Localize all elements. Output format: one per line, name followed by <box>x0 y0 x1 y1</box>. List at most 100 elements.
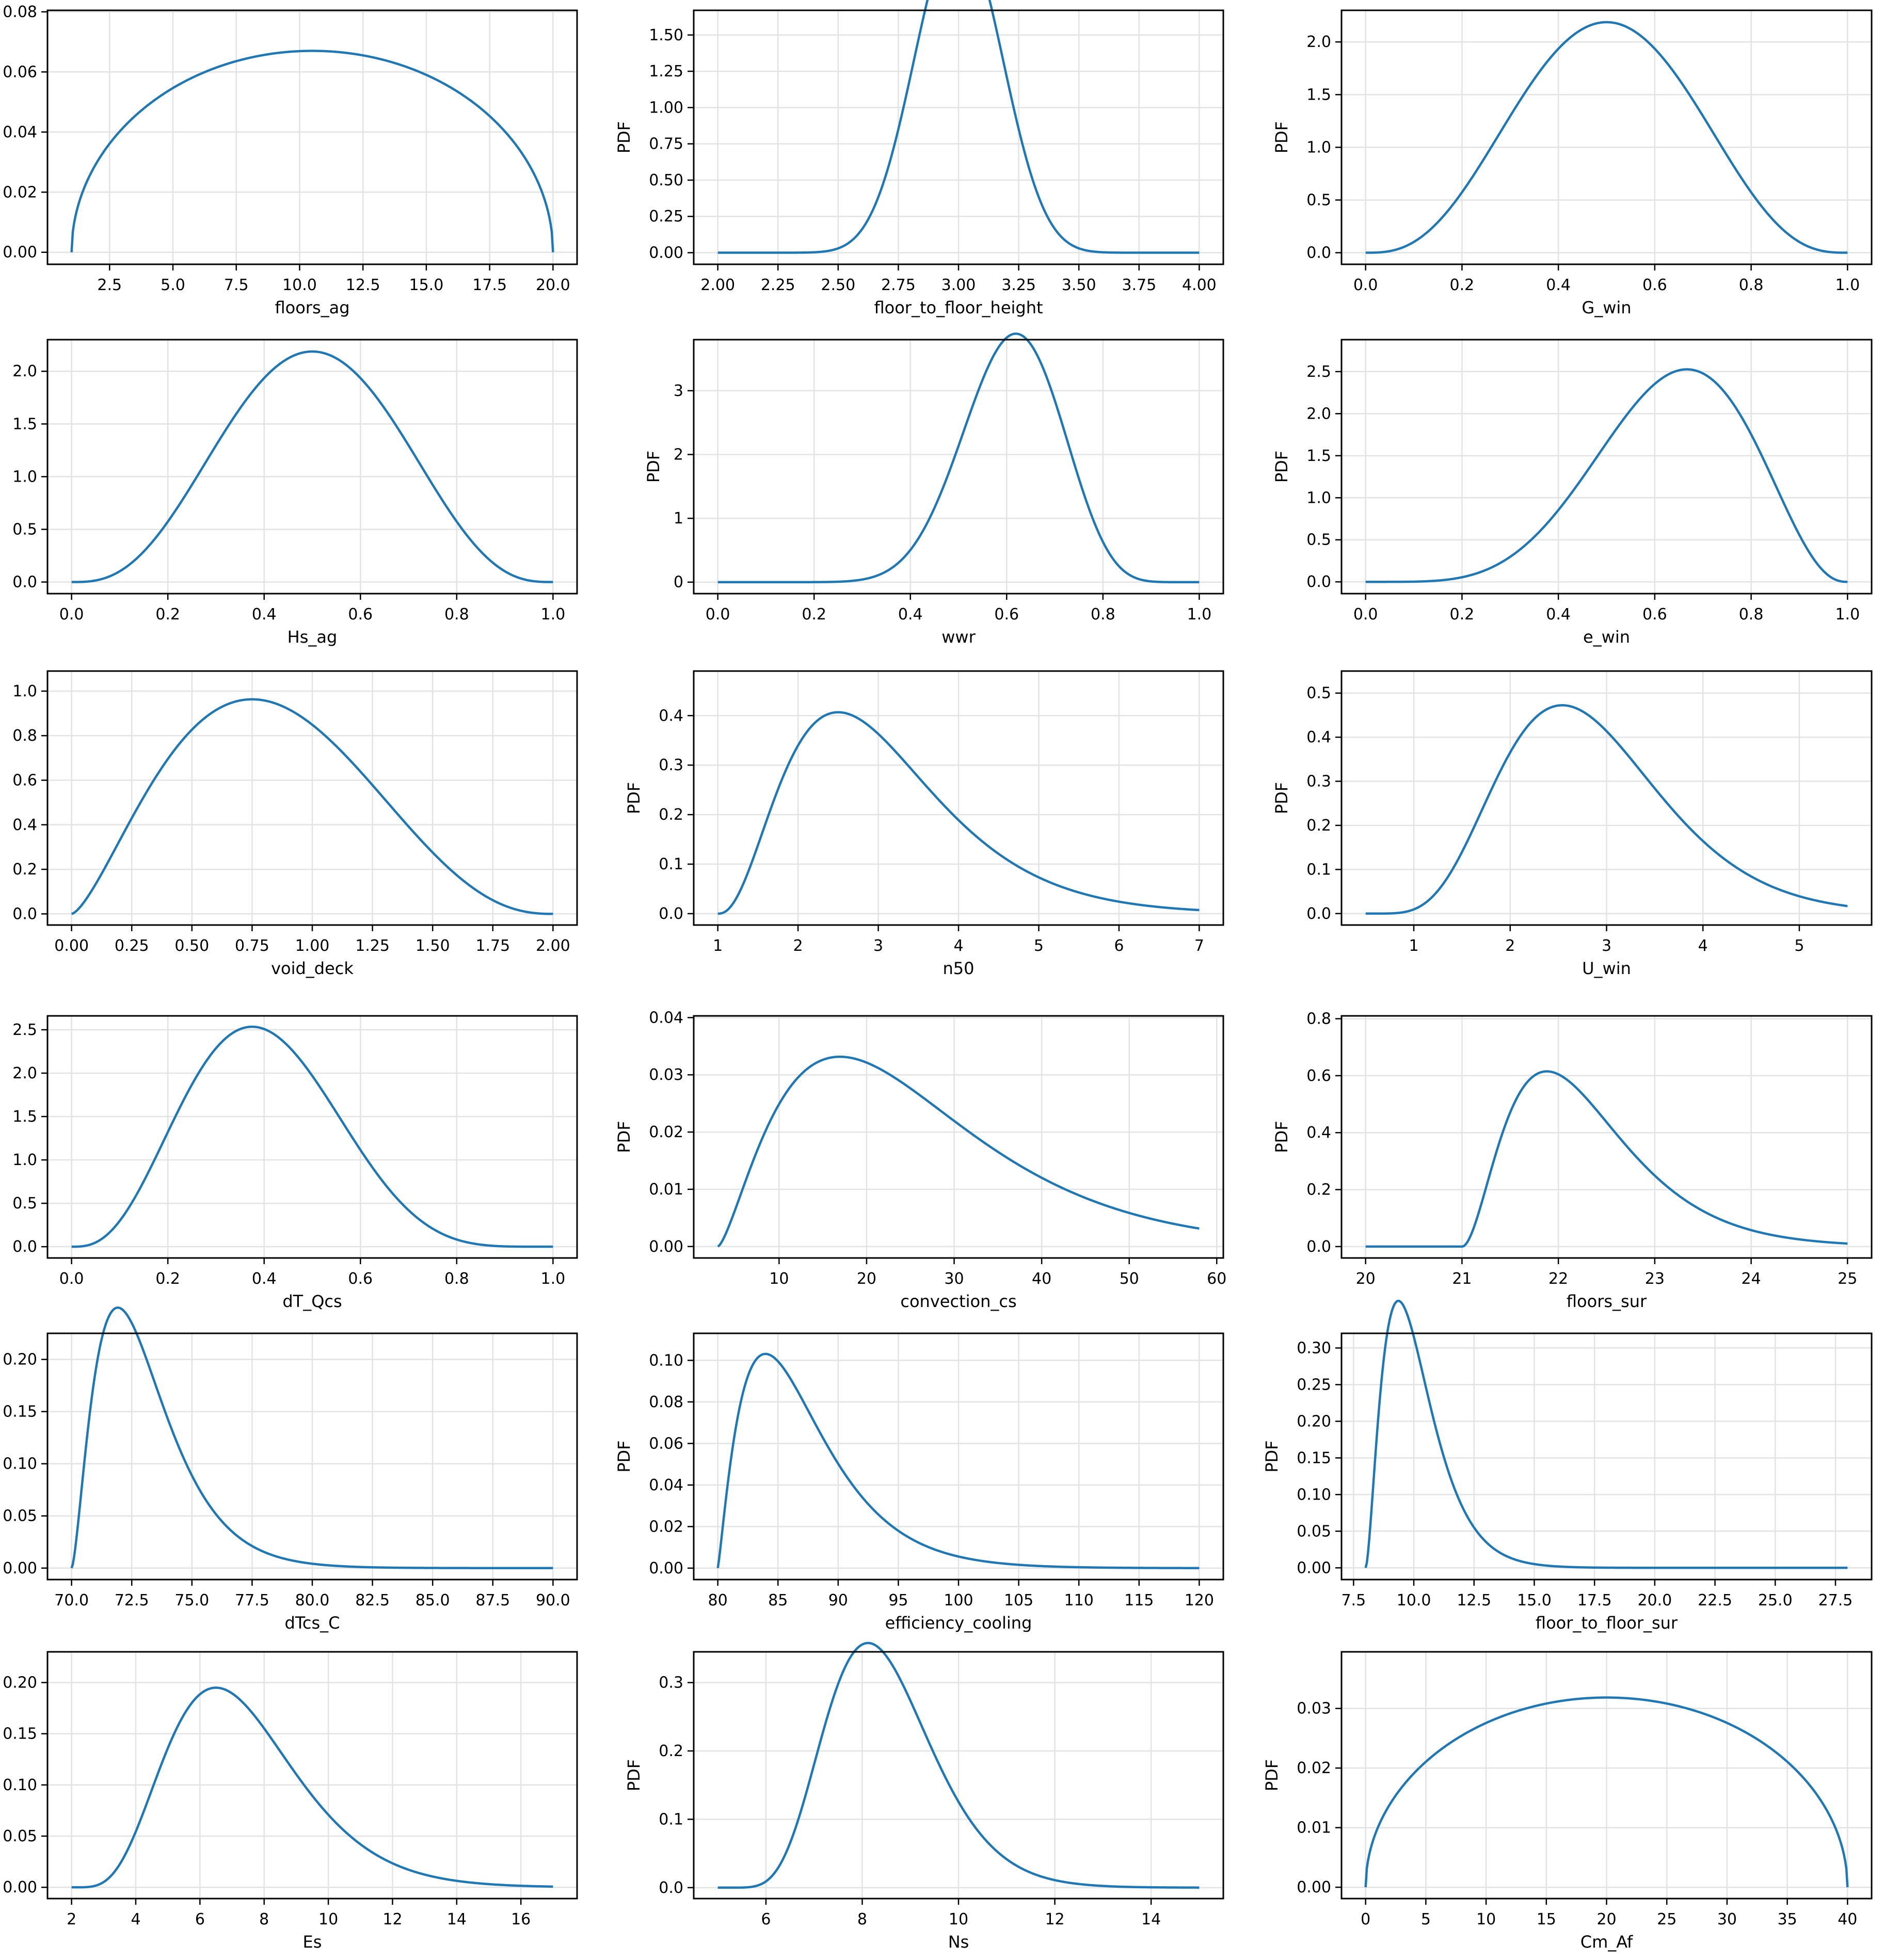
subplot-n50: 1 2 3 4 5 6 7 0.0 0.1 0.2 0.3 0.4 n50 PDF <box>624 670 1224 978</box>
pdf-curve <box>71 1686 553 1889</box>
x-tick-label: 1.0 <box>1835 276 1860 294</box>
x-tick-label: 0.8 <box>1739 605 1764 624</box>
subplot-e_win: 0.0 0.2 0.4 0.6 0.8 1.0 0.0 0.5 1.0 1.5 2.0 2.5 e_wi… <box>1272 339 1873 647</box>
x-tick-label: 17.5 <box>472 276 507 294</box>
x-tick-label: 10.0 <box>1397 1591 1431 1610</box>
subplot-Ns: 6 8 10 12 14 0.0 0.1 0.2 0.3 Ns PDF <box>624 1642 1224 1952</box>
y-tick-label: 0.00 <box>1297 1559 1331 1577</box>
pdf-curve <box>1365 704 1848 915</box>
y-tick-label: 0.5 <box>1306 531 1331 549</box>
x-tick-label: 0.8 <box>444 605 469 624</box>
x-tick-label: 80 <box>708 1591 728 1610</box>
x-tick-label: 5.0 <box>161 276 185 294</box>
x-tick-label: 20.0 <box>536 276 570 294</box>
x-tick-label: 0.0 <box>706 605 730 624</box>
y-tick-label: 0.0 <box>1306 573 1331 591</box>
subplot-G_win: 0.0 0.2 0.4 0.6 0.8 1.0 0.0 0.5 1.0 1.5 2.0 G_win PD… <box>1272 9 1873 317</box>
x-tick-label: 20.0 <box>1637 1591 1672 1610</box>
y-axis-label: PDF <box>1272 121 1291 153</box>
x-tick-label: 4 <box>953 937 963 955</box>
subplot-floors_sur: 20 21 22 23 24 25 0.0 0.2 0.4 0.6 0.8 floors_sur PDF <box>1272 1010 1873 1311</box>
y-tick-label: 1.5 <box>1306 86 1331 104</box>
y-tick-label: 0.4 <box>12 816 37 834</box>
plot-frame <box>1340 339 1873 595</box>
pdf-curve <box>717 332 1200 583</box>
x-tick-label: 10 <box>949 1910 968 1929</box>
x-tick-label: 16 <box>511 1910 531 1929</box>
x-tick-label: 0 <box>1361 1910 1370 1929</box>
grid <box>694 10 1223 264</box>
x-tick-label: 82.5 <box>355 1591 390 1610</box>
x-tick-label: 24 <box>1741 1270 1761 1288</box>
y-tick-label: 0.00 <box>649 1559 683 1577</box>
y-tick-label: 0.06 <box>3 63 37 81</box>
x-tick-label: 2.00 <box>700 276 735 294</box>
x-tick-label: 2.25 <box>761 276 795 294</box>
y-tick-label: 0.0 <box>659 905 683 923</box>
x-axis-label: wwr <box>941 627 976 647</box>
y-tick-label: 0.2 <box>1306 817 1331 835</box>
grid <box>47 671 577 925</box>
pdf-curve <box>1365 368 1848 583</box>
y-tick-label: 0.00 <box>3 244 37 262</box>
x-tick-label: 35 <box>1778 1910 1797 1929</box>
pdf-curve <box>71 698 553 915</box>
y-axis-label: PDF <box>1262 1759 1282 1791</box>
x-tick-label: 0.4 <box>252 605 277 624</box>
pdf-curve <box>71 350 553 583</box>
grid <box>1342 671 1872 925</box>
y-tick-label: 0.04 <box>649 1009 683 1027</box>
grid <box>47 1652 577 1899</box>
x-tick-label: 0.2 <box>1450 605 1475 624</box>
subplot-dTcs_C: 70.0 72.5 75.0 77.5 80.0 82.5 85.0 87.5 90.0 0.00… <box>3 1306 578 1633</box>
x-tick-label: 85 <box>768 1591 788 1610</box>
x-tick-label: 1.0 <box>1187 605 1212 624</box>
x-axis-label: dT_Qcs <box>282 1292 342 1311</box>
x-tick-label: 2 <box>1505 937 1515 955</box>
y-tick-label: 1.0 <box>12 1151 37 1169</box>
plot-frame <box>693 339 1224 595</box>
grid <box>694 1333 1223 1580</box>
grid <box>694 340 1223 594</box>
y-axis-label: PDF <box>1272 1121 1291 1153</box>
y-tick-label: 0.0 <box>12 1238 37 1256</box>
y-tick-label: 0.3 <box>1306 773 1331 791</box>
y-tick-label: 0.08 <box>649 1393 683 1411</box>
y-tick-label: 0.08 <box>3 3 37 21</box>
y-tick-label: 0.06 <box>649 1435 683 1453</box>
pdf-curve <box>717 1055 1200 1248</box>
x-tick-label: 1 <box>713 937 723 955</box>
x-tick-label: 1.00 <box>295 937 330 955</box>
y-tick-label: 0.02 <box>1297 1759 1331 1777</box>
plot-frame <box>693 1015 1224 1259</box>
x-tick-label: 0.0 <box>59 605 84 624</box>
y-tick-label: 1.0 <box>1306 489 1331 507</box>
x-tick-label: 0.50 <box>174 937 209 955</box>
y-tick-label: 0.25 <box>1297 1376 1331 1394</box>
pdf-curve <box>1365 21 1848 254</box>
y-tick-label: 0.00 <box>3 1559 37 1577</box>
grid <box>694 1016 1223 1258</box>
x-tick-label: 77.5 <box>235 1591 269 1610</box>
x-tick-label: 5 <box>1034 937 1044 955</box>
x-tick-label: 95 <box>888 1591 908 1610</box>
y-tick-label: 0.2 <box>12 861 37 879</box>
x-tick-label: 0.6 <box>1642 605 1667 624</box>
x-tick-label: 10 <box>1476 1910 1496 1929</box>
x-tick-label: 20 <box>1596 1910 1616 1929</box>
pdf-curve <box>70 50 554 252</box>
y-tick-label: 2.0 <box>1306 405 1331 423</box>
y-tick-label: 0.0 <box>12 905 37 923</box>
y-tick-label: 1.5 <box>12 1108 37 1126</box>
x-tick-label: 90.0 <box>536 1591 570 1610</box>
subplot-Cm_Af: 0 5 10 15 20 25 30 35 40 0.00 0.01 0.02 0.03 Cm_Af PDF <box>1262 1651 1873 1952</box>
y-tick-label: 2.0 <box>12 362 37 380</box>
x-axis-label: G_win <box>1582 298 1631 317</box>
y-tick-label: 2 <box>674 446 683 464</box>
x-tick-label: 6 <box>761 1910 771 1929</box>
x-tick-label: 0.6 <box>1642 276 1667 294</box>
x-tick-label: 22 <box>1548 1270 1568 1288</box>
x-tick-label: 60 <box>1207 1270 1226 1288</box>
x-tick-label: 2.5 <box>97 276 122 294</box>
x-tick-label: 85.0 <box>416 1591 450 1610</box>
